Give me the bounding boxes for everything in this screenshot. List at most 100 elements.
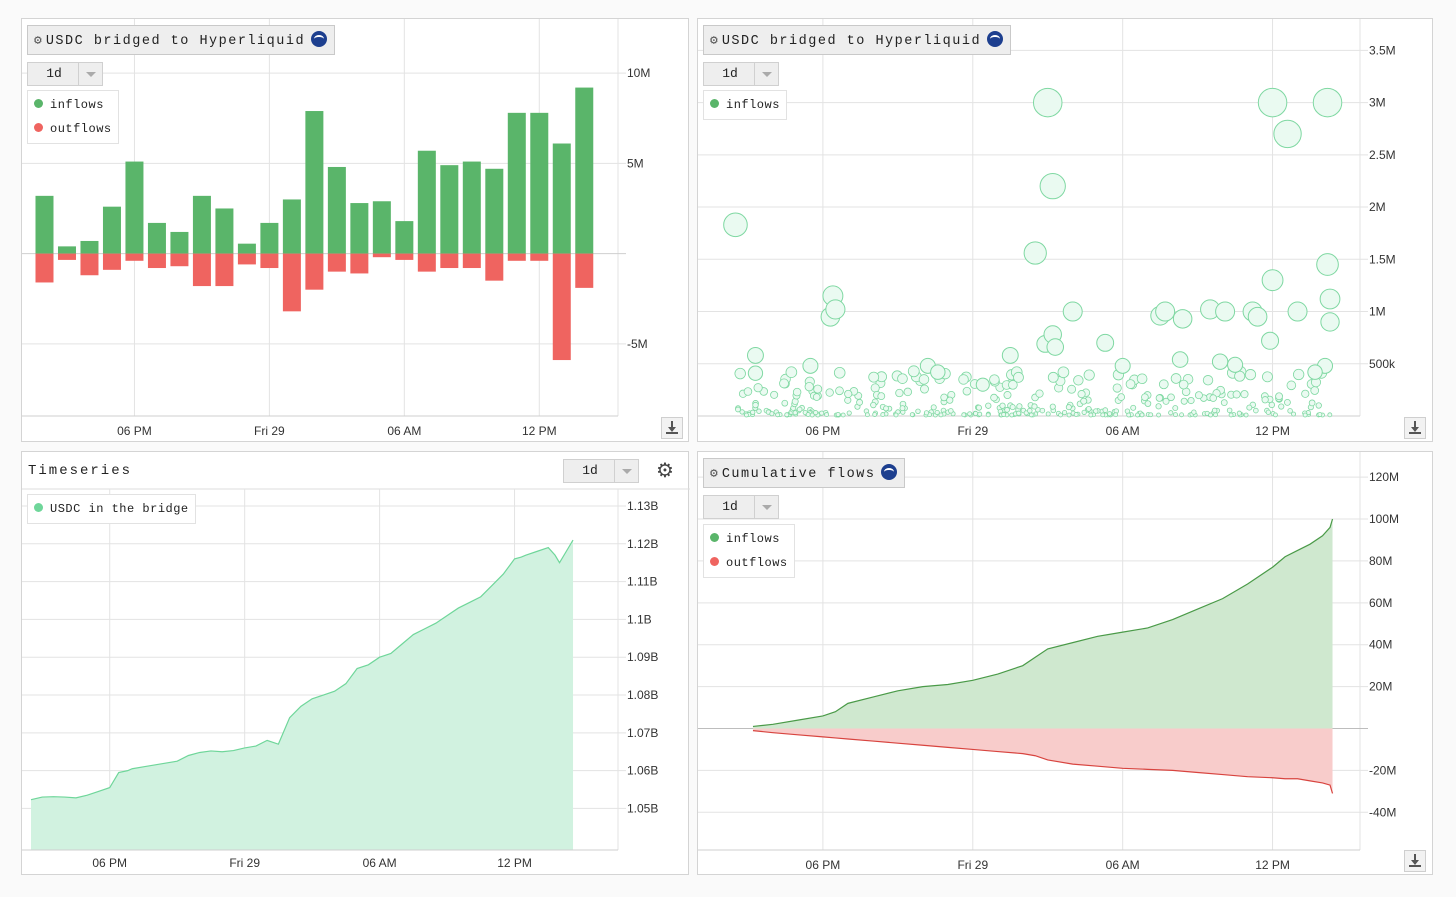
x-tick-label: Fri 29 [254,424,285,438]
legend-item-inflows[interactable]: inflows [710,93,780,117]
chevron-down-icon[interactable] [614,460,638,482]
bar-chart: 10M 5M -5M 06 PM Fri 29 06 AM 12 PM [22,19,650,438]
scatter-point [1148,412,1154,418]
y-tick-label: 1.11B [627,575,657,589]
bar-outflow [147,253,166,269]
area-line-inflows [752,518,1334,728]
legend: inflows outflows [27,90,119,144]
scatter-point [1083,369,1095,381]
area-line [30,539,574,801]
legend-item-outflows[interactable]: outflows [710,551,788,575]
bar-inflow [350,203,369,254]
x-tick-label: 06 AM [387,424,421,438]
scatter-point [734,367,746,380]
y-tick-label: 80M [1369,554,1392,568]
bar-inflow [192,195,211,254]
scatter-point [1173,412,1178,418]
scatter-point [930,404,937,411]
scatter-point [1307,364,1323,380]
bar-inflow [327,166,346,254]
scatter-point [805,412,811,417]
scatter-point [1236,410,1242,416]
x-tick-label: 06 PM [806,424,841,438]
area-line-outflows [752,730,1334,794]
bar-inflow [170,231,189,254]
scatter-point [977,411,983,417]
legend-item-inflows[interactable]: inflows [710,527,788,551]
y-tick-label: 2M [1369,200,1386,214]
scatter-point [1028,412,1034,418]
scatter-point [1112,383,1122,393]
download-icon[interactable] [661,417,683,439]
scatter-point [1312,87,1343,118]
bar-outflow [237,253,256,265]
scatter-point [1261,396,1269,404]
legend-item-usdc-in-bridge[interactable]: USDC in the bridge [34,497,189,521]
scatter-point [1113,412,1119,418]
chevron-down-icon[interactable] [754,63,778,85]
scatter-point [1156,412,1162,418]
bar-inflow [462,161,481,254]
bar-inflow [282,199,301,254]
bar-outflow [462,253,481,269]
scatter-point [1261,269,1284,292]
scatter-point [752,401,759,409]
gear-icon[interactable]: ⚙ [656,460,674,482]
scatter-point [747,365,764,381]
scatter-point [792,387,802,397]
chart-title[interactable]: ⚙ USDC bridged to Hyperliquid [27,25,336,55]
scatter-point [833,366,846,379]
scatter-point [1319,288,1341,310]
y-tick-label: 1.05B [627,801,658,815]
period-value: 1d [722,499,738,514]
bar-outflow [125,253,144,261]
scatter-point [1284,398,1291,406]
scatter-point [825,388,834,397]
legend-item-inflows[interactable]: inflows [34,93,112,117]
chevron-down-icon[interactable] [78,63,102,85]
scatter-point [1107,411,1113,417]
scatter-point [1246,404,1253,411]
scatter-point [940,393,948,402]
period-select[interactable]: 1d [563,459,639,483]
legend-label: USDC in the bridge [50,502,189,516]
bar-inflow [305,111,324,254]
bar-outflow [192,253,211,287]
scatter-point [1261,331,1280,350]
scatter-point [1232,390,1241,399]
legend-label: inflows [50,98,104,112]
chart-title[interactable]: ⚙ USDC bridged to Hyperliquid [703,25,1012,55]
gear-icon: ⚙ [710,466,718,481]
legend-item-outflows[interactable]: outflows [34,117,112,141]
scatter-point [868,371,880,383]
scatter-point [819,410,825,416]
bar-inflow [237,243,256,254]
chart-title[interactable]: ⚙ Cumulative flows [703,458,906,488]
scatter-point [1039,173,1066,200]
scatter-point [1301,389,1310,398]
scatter-point [1004,407,1010,413]
period-select[interactable]: 1d [703,495,779,519]
scatter-point [999,402,1006,409]
scatter-point [840,412,846,418]
scatter-point [1046,338,1065,356]
scatter-point [1130,404,1137,411]
chevron-down-icon[interactable] [754,496,778,518]
scatter-point [1096,333,1115,352]
scatter-point [1220,399,1228,407]
bar-inflow [215,208,234,254]
download-icon[interactable] [1404,417,1426,439]
scatter-point [792,410,798,416]
download-icon[interactable] [1404,850,1426,872]
scatter-point [1211,353,1229,370]
scatter-point [1172,309,1193,329]
legend-label: outflows [50,122,112,136]
scatter-point [1085,405,1092,412]
x-tick-label: Fri 29 [229,856,260,870]
scatter-point [1308,399,1316,407]
period-select[interactable]: 1d [27,62,103,86]
scatter-point [1135,412,1140,418]
y-tick-label: 120M [1369,470,1399,484]
period-select[interactable]: 1d [703,62,779,86]
scatter-point [1013,371,1024,383]
